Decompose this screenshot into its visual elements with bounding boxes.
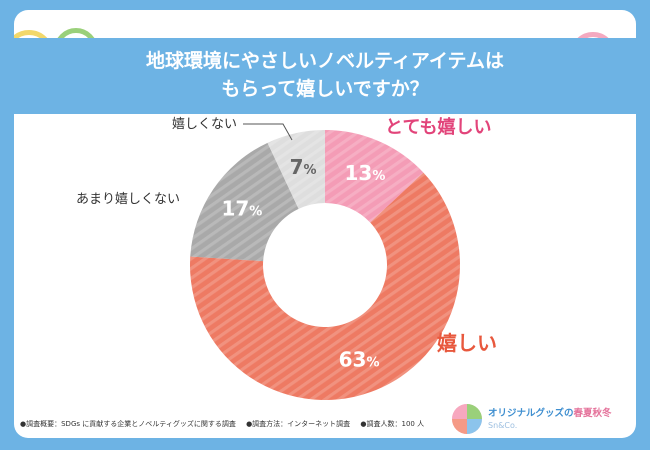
logo-wordmark: オリジナルグッズの春夏秋冬 (488, 405, 612, 419)
logo-name: オリジナルグッズの (488, 408, 574, 419)
slice-very-happy-texture (325, 130, 424, 223)
slice-happy-texture (189, 172, 460, 401)
category-label-not-happy: 嬉しくない (172, 117, 237, 132)
value-label-not-happy: 7% (290, 155, 317, 179)
survey-note-method: ●調査方法：インターネット調査 (246, 420, 351, 428)
value-number: 13 (344, 161, 372, 185)
slice-not-happy-texture (267, 130, 325, 209)
leader-line (243, 123, 293, 141)
survey-note-count: ●調査人数：100 人 (360, 420, 425, 428)
survey-note-overview: ●調査概要：SDGs に貢献する企業とノベルティグッズに関する調査 (20, 420, 236, 428)
logo-badge-icon (452, 404, 482, 434)
chart-title: 地球環境にやさしいノベルティアイテムは もらって嬉しいですか？ (14, 47, 636, 103)
slice-very-happy (325, 130, 424, 223)
logo-season: 春夏秋冬 (573, 408, 612, 419)
chart-card: 地球環境にやさしいノベルティアイテムは もらって嬉しいですか？ (14, 10, 636, 438)
title-band (14, 38, 636, 114)
survey-notes: ●調査概要：SDGs に貢献する企業とノベルティグッズに関する調査 ●調査方法：… (20, 419, 432, 429)
slice-not-very-happy (190, 142, 299, 262)
value-unit: % (372, 169, 385, 184)
value-number: 7 (290, 155, 304, 179)
slice-happy (189, 172, 460, 401)
value-unit: % (304, 163, 317, 178)
value-unit: % (249, 205, 262, 220)
value-number: 17 (221, 197, 249, 221)
chart-title-line1: 地球環境にやさしいノベルティアイテムは (146, 50, 504, 72)
value-number: 63 (339, 348, 367, 372)
value-label-not-very-happy: 17% (221, 197, 262, 221)
chart-title-line2: もらって嬉しいですか？ (221, 78, 429, 100)
value-label-very-happy: 13% (344, 161, 385, 185)
value-label-happy: 63% (339, 348, 380, 372)
category-label-very-happy: とても嬉しい (385, 116, 492, 138)
logo-subtext: Sn&Co. (488, 421, 518, 430)
category-label-not-very-happy: あまり嬉しくない (76, 192, 180, 207)
value-unit: % (366, 356, 379, 371)
slice-not-very-happy-texture (190, 142, 299, 262)
slice-not-happy (267, 130, 325, 209)
category-label-happy: 嬉しい (437, 331, 497, 355)
brand-logo: オリジナルグッズの春夏秋冬 Sn&Co. (452, 404, 642, 438)
